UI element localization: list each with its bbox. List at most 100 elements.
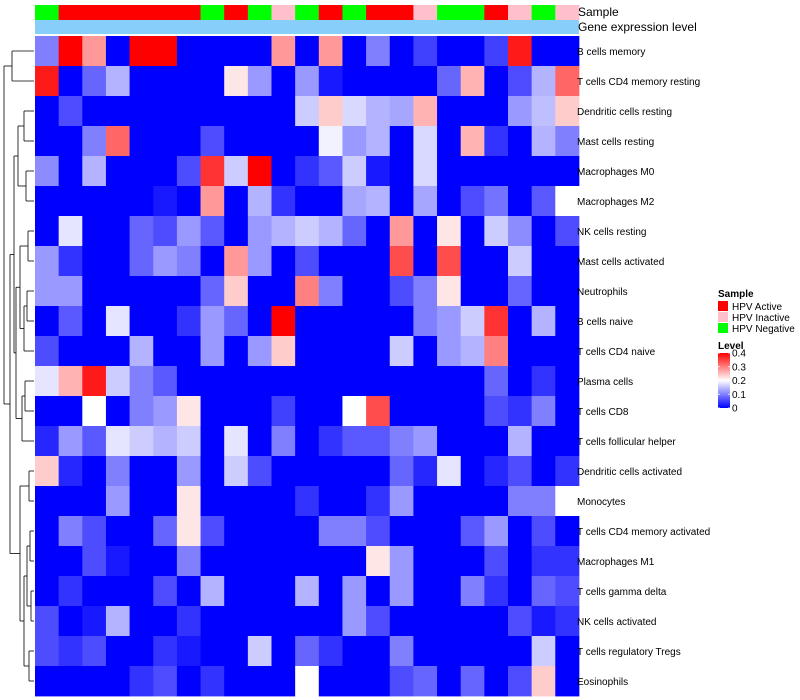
heatmap-cell xyxy=(105,636,130,667)
heatmap-cell xyxy=(413,666,438,697)
heatmap-cell xyxy=(153,606,178,637)
heatmap-cell xyxy=(176,666,201,697)
heatmap-cell xyxy=(508,66,533,97)
heatmap-cell xyxy=(295,546,320,577)
heatmap-cell xyxy=(200,486,225,517)
heatmap-cell xyxy=(271,576,296,607)
heatmap-cell xyxy=(437,576,462,607)
heatmap-cell xyxy=(82,36,107,67)
heatmap-cell xyxy=(389,66,414,97)
heatmap-cell xyxy=(200,606,225,637)
heatmap-cell xyxy=(366,186,391,217)
heatmap-cell xyxy=(295,336,320,367)
heatmap-cell xyxy=(82,606,107,637)
heatmap-cell xyxy=(389,306,414,337)
heatmap-cell xyxy=(82,186,107,217)
heatmap-cell xyxy=(460,636,485,667)
heatmap-cell xyxy=(129,486,154,517)
heatmap-cell xyxy=(508,336,533,367)
heatmap-cell xyxy=(531,36,556,67)
heatmap-cell xyxy=(508,186,533,217)
heatmap-cell xyxy=(58,426,83,457)
heatmap-cell xyxy=(247,516,272,547)
heatmap-cell xyxy=(58,516,83,547)
heatmap-cell xyxy=(105,306,130,337)
heatmap-cell xyxy=(484,66,509,97)
heatmap-cell xyxy=(105,396,130,427)
heatmap-cell xyxy=(153,276,178,307)
heatmap-cell xyxy=(153,486,178,517)
heatmap-cell xyxy=(224,276,249,307)
heatmap-cell xyxy=(271,666,296,697)
heatmap-cell xyxy=(555,306,580,337)
heatmap-cell xyxy=(342,156,367,187)
heatmap-cell xyxy=(35,366,60,397)
heatmap-cell xyxy=(437,186,462,217)
heatmap-cell xyxy=(295,366,320,397)
heatmap-cell xyxy=(200,636,225,667)
heatmap-cell xyxy=(366,336,391,367)
heatmap-cell xyxy=(484,306,509,337)
heatmap-cell xyxy=(35,126,60,157)
row-label: NK cells activated xyxy=(577,617,656,628)
heatmap-cell xyxy=(366,546,391,577)
heatmap-cell xyxy=(318,576,343,607)
heatmap-cell xyxy=(389,96,414,127)
heatmap-cell xyxy=(484,126,509,157)
heatmap-cell xyxy=(129,636,154,667)
heatmap-cell xyxy=(413,156,438,187)
heatmap-cell xyxy=(35,216,60,247)
level-tick-label: 0.4 xyxy=(732,349,746,360)
heatmap-cell xyxy=(176,336,201,367)
heatmap-cell xyxy=(295,606,320,637)
heatmap-cell xyxy=(508,666,533,697)
heatmap-cell xyxy=(176,186,201,217)
heatmap-cell xyxy=(82,126,107,157)
heatmap-cell xyxy=(153,636,178,667)
row-label: Mast cells activated xyxy=(577,257,664,268)
heatmap-cell xyxy=(247,216,272,247)
heatmap-cell xyxy=(555,666,580,697)
heatmap-cell xyxy=(413,126,438,157)
heatmap-cell xyxy=(366,66,391,97)
heatmap-cell xyxy=(318,606,343,637)
heatmap-cell xyxy=(200,666,225,697)
heatmap-cell xyxy=(105,216,130,247)
heatmap-cell xyxy=(366,486,391,517)
heatmap-cell xyxy=(271,306,296,337)
heatmap-cell xyxy=(105,246,130,277)
heatmap-cell xyxy=(437,276,462,307)
heatmap-cell xyxy=(413,36,438,67)
heatmap-cell xyxy=(366,216,391,247)
heatmap-cell xyxy=(437,426,462,457)
heatmap-cell xyxy=(271,396,296,427)
heatmap-cell xyxy=(437,246,462,277)
heatmap-cell xyxy=(389,186,414,217)
heatmap-cell xyxy=(58,336,83,367)
sample-cell xyxy=(176,5,201,20)
heatmap-cell xyxy=(295,96,320,127)
heatmap-cell xyxy=(82,66,107,97)
expression-track-label: Gene expression level xyxy=(578,20,697,34)
heatmap-cell xyxy=(389,216,414,247)
sample-cell xyxy=(295,5,320,20)
heatmap-cell xyxy=(247,666,272,697)
heatmap-cell xyxy=(508,276,533,307)
heatmap-cell xyxy=(295,306,320,337)
heatmap-cell xyxy=(58,666,83,697)
heatmap-cell xyxy=(366,576,391,607)
row-label: T cells CD4 memory resting xyxy=(577,77,700,88)
heatmap-cell xyxy=(176,96,201,127)
heatmap-cell xyxy=(531,156,556,187)
heatmap-cell xyxy=(224,126,249,157)
row-dendrogram xyxy=(3,50,34,682)
heatmap-cell xyxy=(295,216,320,247)
row-label: Eosinophils xyxy=(577,677,628,688)
heatmap-cell xyxy=(437,216,462,247)
heatmap-cell xyxy=(484,486,509,517)
heatmap-cell xyxy=(82,636,107,667)
row-label: T cells gamma delta xyxy=(577,587,667,598)
heatmap-cell xyxy=(82,306,107,337)
heatmap-cell xyxy=(460,336,485,367)
